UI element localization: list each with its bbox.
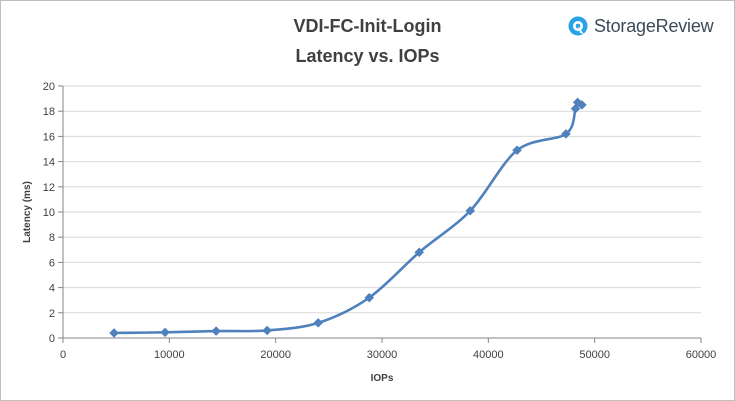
data-point (160, 327, 170, 338)
y-tick-label: 0 (49, 333, 55, 345)
y-tick-label: 6 (49, 257, 55, 269)
axis-labels: 0 2 4 6 8 10 12 14 16 18 20 0 10000 20000 30000 40000 50… (22, 81, 716, 384)
x-tick-label: 40000 (473, 349, 504, 361)
data-point (211, 326, 221, 336)
y-tick-label: 18 (43, 106, 55, 118)
data-point (109, 328, 119, 338)
y-axis-title: Latency (ms) (22, 181, 33, 243)
gridlines (63, 85, 701, 314)
x-axis-title: IOPs (371, 373, 394, 384)
x-tick-label: 20000 (260, 349, 291, 361)
data-point (512, 145, 522, 156)
data-point (313, 318, 324, 328)
y-tick-label: 12 (43, 182, 55, 194)
x-tick-label: 60000 (686, 349, 717, 361)
data-point (414, 247, 425, 258)
chart-title-line-1: VDI-FC-Init-Login (293, 16, 442, 36)
y-tick-label: 14 (43, 157, 55, 169)
y-tick-label: 2 (49, 308, 55, 320)
y-tick-label: 10 (43, 207, 55, 219)
data-point (577, 100, 587, 110)
storagereview-logo-icon (568, 16, 588, 36)
y-tick-label: 16 (43, 131, 55, 143)
data-point (561, 129, 571, 139)
series-latency (109, 97, 587, 338)
y-tick-label: 4 (49, 283, 55, 295)
data-point (465, 205, 476, 216)
storagereview-logo: StorageReview (568, 13, 714, 39)
data-point (364, 292, 375, 303)
x-tick-label: 30000 (367, 349, 398, 361)
y-tick-label: 8 (49, 232, 55, 244)
y-tick-label: 20 (43, 81, 55, 93)
chart-title-line-2: Latency vs. IOPs (295, 46, 440, 66)
x-tick-label: 50000 (579, 349, 610, 361)
x-tick-label: 0 (60, 349, 66, 361)
data-point (262, 325, 273, 336)
x-tick-label: 10000 (154, 349, 185, 361)
axes (58, 85, 702, 343)
logo-text: StorageReview (594, 15, 714, 36)
